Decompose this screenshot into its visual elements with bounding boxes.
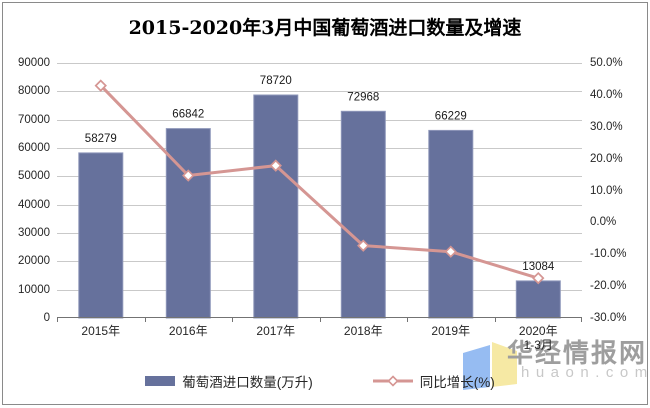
diamond-marker xyxy=(532,271,545,285)
bar-value-label: 58279 xyxy=(85,133,117,145)
x-axis-category-line: 2016年 xyxy=(168,324,208,338)
watermark-brand: 华经情报网 xyxy=(507,338,648,368)
x-axis-category-label: 2017年 xyxy=(232,324,320,338)
bar xyxy=(515,280,561,319)
right-axis-tick: -20.0% xyxy=(590,280,627,293)
diamond-marker xyxy=(444,245,457,258)
bar xyxy=(165,128,211,319)
diamond-marker xyxy=(94,79,107,92)
bar xyxy=(253,94,299,319)
watermark-domain: huaon.com xyxy=(521,364,650,381)
left-axis-tick: 30000 xyxy=(18,227,50,239)
bar-value-label: 66842 xyxy=(172,109,204,121)
legend-diamond-marker xyxy=(387,375,399,387)
legend-item-bar: 葡萄酒进口数量(万升) xyxy=(145,371,313,391)
bar-value-label: 13084 xyxy=(522,261,555,273)
legend-bar-swatch xyxy=(145,376,176,386)
legend-line-swatch xyxy=(372,375,413,387)
chart-title: 2015-2020年3月中国葡萄酒进口数量及增速 xyxy=(128,17,522,39)
left-axis-tick: 0 xyxy=(43,312,50,324)
bar xyxy=(428,129,474,319)
x-axis-category-label: 2019年 xyxy=(407,324,495,338)
right-axis-tick: -30.0% xyxy=(590,312,627,324)
left-axis-tick: 10000 xyxy=(18,283,50,296)
growth-line xyxy=(99,84,539,280)
bar-value-label: 72968 xyxy=(347,91,379,103)
left-axis-tick: 80000 xyxy=(18,85,50,98)
x-axis-category-label: 2015年 xyxy=(57,324,145,338)
legend-bar-label: 葡萄酒进口数量(万升) xyxy=(182,375,313,390)
x-axis-category-label: 2020年 1-3月 xyxy=(495,324,583,352)
left-axis-tick: 70000 xyxy=(18,113,50,126)
x-axis-category-label: 2016年 xyxy=(145,324,233,338)
bar xyxy=(340,110,386,319)
right-axis-tick: 0.0% xyxy=(590,216,617,229)
left-axis-tick: 20000 xyxy=(18,255,50,268)
left-axis-tick-labels: 90000 80000 70000 60000 50000 40000 30000 20000… xyxy=(0,0,50,408)
right-axis-tick: 50.0% xyxy=(590,57,623,69)
x-axis-category-line: 1-3月 xyxy=(523,338,553,352)
bar-value-label: 66229 xyxy=(435,110,467,122)
right-axis-tick-labels: 50.0% 40.0% 30.0% 20.0% 10.0% 0.0% -10.0% -20.0… xyxy=(590,0,648,408)
bar-value-label: 78720 xyxy=(260,75,292,87)
left-axis-tick: 40000 xyxy=(18,198,50,211)
right-axis-tick: 30.0% xyxy=(590,120,623,133)
legend-item-line: 同比增长(%) xyxy=(372,371,495,391)
right-axis-tick: 20.0% xyxy=(590,152,623,165)
diamond-marker xyxy=(357,239,370,252)
left-axis-tick: 50000 xyxy=(18,170,50,183)
diamond-marker xyxy=(182,169,195,182)
legend: 葡萄酒进口数量(万升) 同比增长(%) xyxy=(40,370,600,392)
left-axis-tick: 60000 xyxy=(18,142,50,154)
x-axis-category-line: 2017年 xyxy=(256,324,296,338)
logo-blue-page xyxy=(463,345,490,390)
left-axis-tick: 90000 xyxy=(18,57,50,69)
x-axis-category-label: 2018年 xyxy=(320,324,408,338)
legend-line-label: 同比增长(%) xyxy=(419,375,495,390)
x-axis-category-line: 2019年 xyxy=(431,324,471,338)
x-axis-category-line: 2015年 xyxy=(81,324,121,338)
x-axis-category-line: 2020年 xyxy=(518,324,558,338)
huaon-logo-icon xyxy=(463,342,517,390)
x-axis-labels: 2015年 2016年 2017年 2018年 2019年 2020年 1-3月 xyxy=(57,324,582,356)
x-axis-category-line: 2018年 xyxy=(343,324,383,338)
right-axis-tick: 40.0% xyxy=(590,88,623,101)
right-axis-tick: -10.0% xyxy=(590,248,627,261)
right-axis-tick: 10.0% xyxy=(590,184,623,197)
logo-yellow-page xyxy=(492,342,517,387)
bar xyxy=(78,152,124,319)
plot-area: 58279 66842 78720 72968 66229 13084 xyxy=(57,63,582,322)
diamond-marker xyxy=(269,159,282,172)
